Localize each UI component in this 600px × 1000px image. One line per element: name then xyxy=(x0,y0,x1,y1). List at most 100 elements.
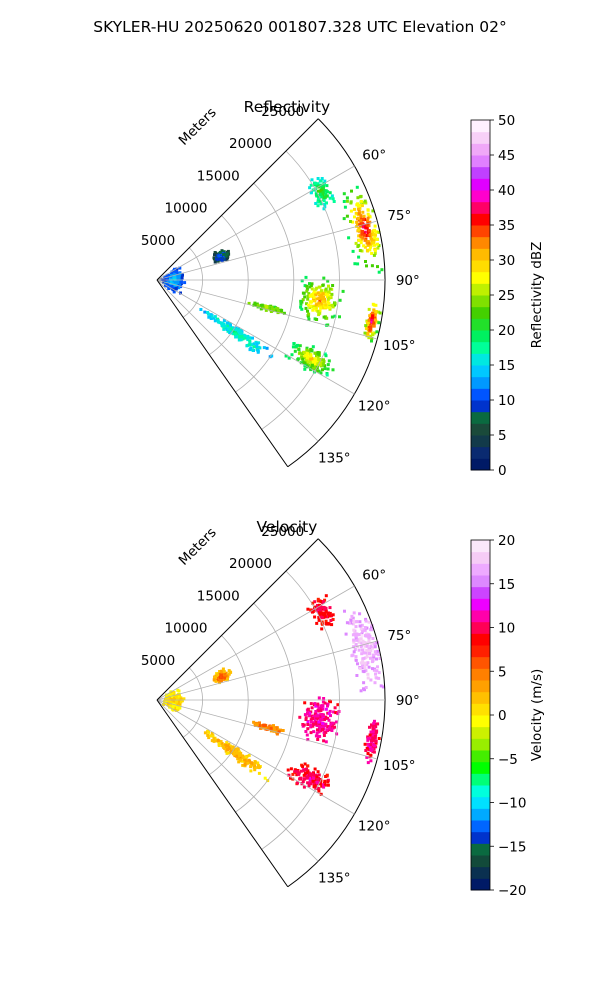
echo-pixel xyxy=(300,355,304,359)
echo-pixel xyxy=(219,671,223,675)
echo-pixel xyxy=(367,318,371,322)
echo-pixel xyxy=(371,209,375,213)
echo-pixel xyxy=(219,679,223,683)
echo-pixel xyxy=(172,699,176,703)
echo-pixel xyxy=(359,241,363,245)
echo-pixel xyxy=(371,725,375,729)
echo-pixel xyxy=(221,322,225,326)
echo-pixel xyxy=(361,201,365,205)
echo-pixel xyxy=(302,777,306,781)
echo-pixel xyxy=(304,306,308,310)
echo-pixel xyxy=(303,295,307,299)
colorbar-segment xyxy=(471,225,490,238)
echo-pixel xyxy=(321,721,325,725)
echo-pixel xyxy=(345,214,349,218)
echo-pixel xyxy=(326,363,330,367)
echo-pixel xyxy=(373,681,377,685)
echo-pixel xyxy=(319,782,322,786)
colorbar-segment xyxy=(471,855,490,868)
echo-pixel xyxy=(370,251,374,255)
echo-pixel xyxy=(331,368,335,372)
echo-pixel xyxy=(238,753,241,757)
echo-pixel xyxy=(318,363,322,367)
echo-pixel xyxy=(361,210,365,214)
echo-pixel xyxy=(309,191,313,195)
echo-pixel xyxy=(372,668,376,672)
range-axis-label: Meters xyxy=(176,105,220,149)
echo-pixel xyxy=(318,311,322,315)
echo-pixel xyxy=(365,219,369,223)
echo-pixel xyxy=(165,693,168,697)
colorbar-segment xyxy=(471,551,490,564)
echo-pixel xyxy=(308,776,311,780)
echo-pixel xyxy=(213,319,217,323)
echo-pixel xyxy=(370,239,374,243)
echo-pixel xyxy=(357,255,361,259)
echo-pixel xyxy=(236,329,240,333)
echo-pixel xyxy=(267,726,271,730)
echo-pixel xyxy=(363,199,367,203)
echo-pixel xyxy=(376,246,380,250)
echo-pixel xyxy=(326,367,330,371)
echo-pixel xyxy=(358,624,362,628)
echo-pixel xyxy=(367,640,371,644)
echo-pixel xyxy=(251,348,255,352)
echo-cluster xyxy=(308,177,336,211)
echo-pixel xyxy=(354,634,358,638)
echo-pixel xyxy=(167,287,171,290)
range-tick-label: 20000 xyxy=(229,556,272,572)
echo-pixel xyxy=(371,738,375,742)
echo-pixel xyxy=(305,348,309,352)
echo-pixel xyxy=(180,699,184,703)
echo-pixel xyxy=(295,770,299,774)
echo-pixel xyxy=(313,600,317,604)
echo-pixel xyxy=(302,723,306,727)
echo-pixel xyxy=(244,755,248,759)
echo-pixel xyxy=(306,607,310,611)
echo-pixel xyxy=(263,724,267,728)
echo-pixel xyxy=(210,731,214,735)
echo-pixel xyxy=(219,254,223,258)
echo-pixel xyxy=(314,303,318,307)
echo-pixel xyxy=(315,731,319,735)
echo-pixel xyxy=(366,661,370,665)
echo-pixel xyxy=(368,652,371,655)
echo-pixel xyxy=(167,279,170,283)
echo-pixel xyxy=(375,230,379,234)
echo-pixel xyxy=(299,305,303,309)
echo-pixel xyxy=(257,766,261,770)
echo-pixel xyxy=(270,307,274,311)
echo-pixel xyxy=(370,747,374,751)
echo-pixel xyxy=(289,776,292,780)
echo-pixel xyxy=(313,712,317,716)
echo-pixel xyxy=(237,338,241,342)
colorbar-segment xyxy=(471,248,490,261)
echo-pixel xyxy=(368,733,372,737)
echo-pixel xyxy=(232,752,236,756)
echo-pixel xyxy=(212,678,216,682)
echo-pixel xyxy=(325,774,329,778)
echo-pixel xyxy=(375,657,378,661)
echo-pixel xyxy=(326,611,330,615)
range-tick-label: 25000 xyxy=(261,524,304,540)
echo-pixel xyxy=(367,224,371,228)
echo-pixel xyxy=(327,726,331,730)
echo-pixel xyxy=(323,179,327,183)
echo-pixel xyxy=(367,650,371,654)
echo-pixel xyxy=(215,258,219,262)
echo-pixel xyxy=(276,307,280,311)
echo-pixel xyxy=(300,307,304,311)
colorbar-segment xyxy=(471,715,490,728)
echo-pixel xyxy=(370,628,374,632)
echo-pixel xyxy=(338,298,342,302)
echo-pixel xyxy=(317,787,321,791)
echo-pixel xyxy=(305,773,309,777)
echo-pixel xyxy=(241,763,245,767)
echo-pixel xyxy=(292,342,296,346)
colorbar-label: Velocity (m/s) xyxy=(529,669,545,762)
echo-pixel xyxy=(173,707,177,711)
echo-pixel xyxy=(360,645,363,649)
echo-pixel xyxy=(224,749,228,753)
echo-pixel xyxy=(372,655,376,659)
echo-pixel xyxy=(363,628,367,632)
